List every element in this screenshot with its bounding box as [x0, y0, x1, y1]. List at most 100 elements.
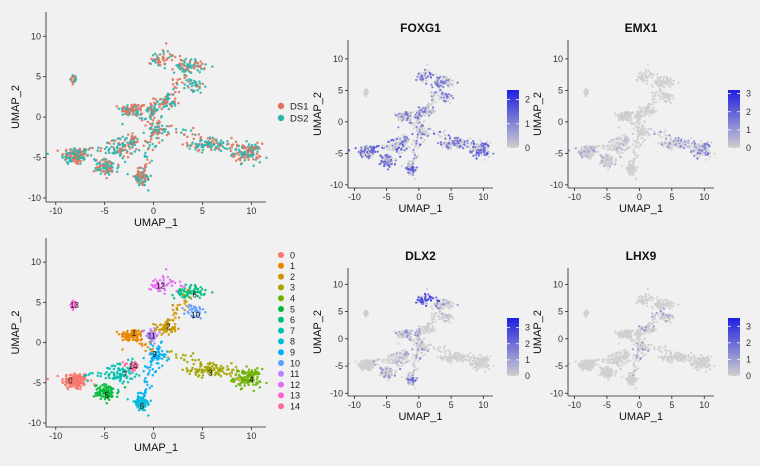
x-tick-label: 10	[246, 206, 256, 216]
data-point	[84, 148, 88, 152]
data-point	[411, 143, 414, 146]
data-point	[188, 147, 191, 150]
data-point	[363, 363, 366, 366]
data-point	[636, 110, 639, 113]
data-point	[187, 78, 191, 81]
color-scale-label: 2	[746, 107, 751, 117]
data-point	[158, 357, 161, 360]
data-point	[411, 132, 414, 136]
data-point	[651, 91, 654, 94]
data-point	[256, 150, 259, 153]
data-point	[118, 147, 122, 150]
data-point	[397, 333, 400, 336]
data-point	[617, 126, 620, 129]
data-point	[194, 306, 198, 309]
data-point	[429, 330, 432, 333]
data-point	[149, 134, 152, 138]
data-point	[230, 146, 234, 149]
data-point	[160, 353, 164, 356]
data-point	[480, 151, 483, 154]
data-point	[582, 146, 586, 149]
x-tick-label: 0	[637, 192, 642, 202]
data-point	[470, 151, 473, 154]
data-point	[183, 296, 186, 299]
data-point	[182, 59, 186, 63]
data-point	[651, 99, 654, 102]
data-point	[96, 374, 99, 378]
data-point	[188, 372, 191, 376]
data-point	[230, 369, 234, 372]
data-point	[625, 166, 628, 170]
data-point	[247, 368, 251, 372]
data-point	[243, 152, 246, 155]
data-point	[104, 376, 108, 380]
data-point	[198, 369, 201, 372]
data-point	[239, 388, 243, 391]
data-point	[112, 142, 116, 145]
legend-label: 0	[290, 250, 295, 260]
data-point	[174, 90, 177, 94]
data-point	[71, 73, 74, 77]
data-point	[701, 153, 704, 157]
data-point	[158, 346, 161, 349]
data-point	[438, 95, 441, 98]
data-point	[194, 367, 197, 371]
data-point	[401, 134, 404, 137]
legend-swatch	[278, 381, 284, 388]
data-point	[162, 331, 165, 335]
data-point	[586, 148, 589, 151]
data-point	[442, 85, 445, 88]
data-point	[126, 155, 130, 159]
data-point	[646, 63, 649, 66]
y-tick-label: 0	[558, 117, 563, 127]
data-point	[213, 138, 216, 141]
data-point	[432, 106, 435, 109]
data-point	[250, 145, 254, 148]
data-point	[412, 171, 415, 174]
data-point	[451, 82, 454, 85]
data-point	[254, 368, 257, 372]
data-point	[170, 124, 173, 128]
data-point	[617, 114, 621, 117]
data-point	[165, 57, 169, 61]
data-point	[64, 148, 68, 152]
data-point	[132, 400, 135, 403]
legend-label: 9	[290, 348, 295, 358]
data-point	[183, 64, 186, 68]
data-point	[121, 333, 125, 336]
data-point	[407, 163, 410, 166]
data-point	[449, 356, 452, 359]
data-point	[634, 169, 638, 172]
data-point	[198, 86, 201, 90]
data-point	[402, 140, 405, 143]
data-point	[432, 130, 435, 133]
data-point	[80, 150, 83, 154]
data-point	[362, 146, 365, 149]
data-point	[118, 143, 122, 147]
data-point	[485, 153, 488, 157]
data-point	[241, 144, 245, 147]
data-point	[116, 362, 119, 366]
data-point	[223, 147, 226, 150]
data-point	[265, 156, 268, 160]
data-point	[672, 97, 675, 100]
data-point	[173, 281, 177, 284]
data-point	[363, 148, 367, 151]
data-point	[158, 331, 161, 334]
data-point	[137, 374, 141, 377]
data-point	[83, 152, 87, 156]
y-tick-label: -5	[33, 153, 41, 163]
data-point	[161, 100, 165, 104]
data-point	[382, 147, 386, 150]
data-point	[616, 145, 619, 148]
data-point	[606, 148, 609, 151]
data-point	[185, 304, 188, 308]
data-point	[675, 136, 678, 139]
data-point	[481, 147, 484, 150]
data-point	[407, 166, 411, 169]
data-point	[445, 141, 448, 144]
data-point	[165, 350, 169, 353]
data-point	[173, 97, 177, 100]
data-point	[400, 329, 403, 332]
data-point	[192, 137, 196, 140]
